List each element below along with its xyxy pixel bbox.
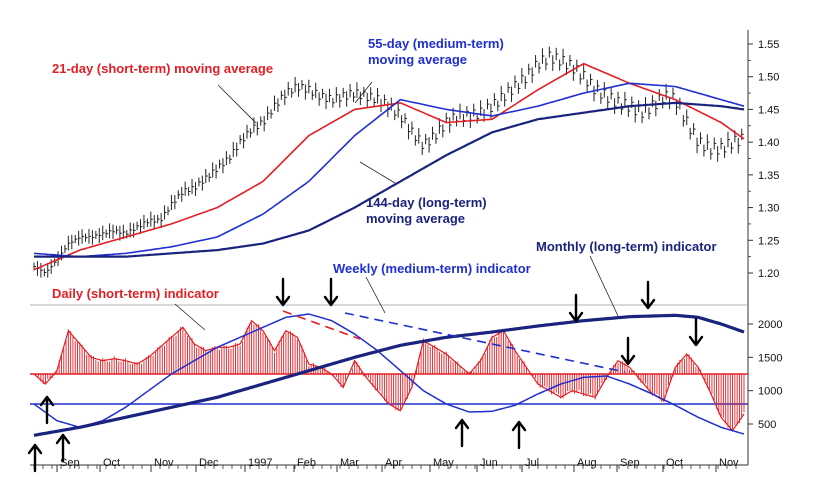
up-arrow	[454, 418, 470, 448]
price-y-tick-label: 1.30	[758, 203, 779, 215]
indicator-y-tick-label: 500	[758, 419, 776, 431]
up-arrow	[55, 433, 71, 463]
label-daily: Daily (short-term) indicator	[52, 286, 219, 301]
label-144day-line2: moving average	[366, 211, 465, 226]
x-tick-label: Sep	[620, 457, 640, 469]
x-tick-label: Feb	[297, 457, 316, 469]
down-arrow	[323, 277, 339, 307]
ma-55-day-line	[33, 82, 745, 258]
down-arrow	[620, 336, 636, 366]
price-panel: 1.55 1.50 1.45 1.40 1.35 1.30 1.25 1.20	[30, 30, 779, 466]
x-tick-label: Jul	[525, 457, 539, 469]
price-y-tick-label: 1.45	[758, 104, 779, 116]
label-21day: 21-day (short-term) moving average	[52, 61, 273, 76]
indicator-y-tick-label: 1500	[758, 352, 782, 364]
monthly-indicator-line	[33, 313, 745, 437]
x-tick-label: Sep	[60, 457, 80, 469]
x-tick-label: Oct	[103, 457, 120, 469]
x-tick-label: Dec	[199, 457, 219, 469]
indicator-y-tick-label: 2000	[758, 319, 782, 331]
label-55day-line2: moving average	[368, 52, 467, 67]
price-y-tick-label: 1.35	[758, 170, 779, 182]
up-arrow	[39, 395, 55, 425]
price-y-tick-label: 1.40	[758, 137, 779, 149]
price-bars	[33, 46, 744, 278]
down-arrow	[688, 317, 704, 347]
price-y-tick-label: 1.55	[758, 39, 779, 51]
x-tick-label: Nov	[719, 457, 739, 469]
leader-144day	[359, 161, 396, 184]
price-y-tick-label: 1.25	[758, 235, 779, 247]
label-weekly: Weekly (medium-term) indicator	[333, 261, 531, 276]
leader-weekly	[365, 276, 386, 314]
x-tick-label: May	[433, 457, 454, 469]
price-y-ticks: 1.55 1.50 1.45 1.40 1.35 1.30 1.25 1.20	[748, 39, 779, 280]
x-tick-label: Mar	[340, 457, 359, 469]
label-144day-line1: 144-day (long-term)	[366, 195, 487, 210]
x-tick-label: 1997	[248, 457, 272, 469]
indicator-lines	[33, 313, 745, 437]
leader-21day	[217, 84, 257, 124]
x-axis-ticks: Sep Oct Nov Dec 1997 Feb Mar Apr May Jun Jul Aug Sep…	[33, 457, 739, 472]
down-arrow	[640, 280, 656, 310]
short-term-trendline	[282, 310, 361, 340]
medium-term-trendline	[344, 312, 626, 373]
x-tick-label: Oct	[666, 457, 683, 469]
ma-21-day-line	[33, 62, 745, 271]
daily-indicator-line	[33, 319, 745, 432]
price-y-tick-label: 1.50	[758, 72, 779, 84]
ma-144-day-line	[34, 101, 745, 258]
indicator-y-ticks: 2000 1500 1000 500	[748, 319, 782, 431]
label-55day-line1: 55-day (medium-term)	[368, 36, 504, 51]
down-arrow	[275, 277, 291, 307]
weekly-indicator-line	[33, 313, 745, 435]
x-tick-label: Aug	[577, 457, 597, 469]
indicator-y-tick-label: 1000	[758, 386, 782, 398]
signal-arrows	[27, 277, 704, 473]
label-monthly: Monthly (long-term) indicator	[536, 239, 717, 254]
leader-55day	[354, 81, 373, 104]
x-tick-label: Nov	[154, 457, 174, 469]
up-arrow	[27, 443, 43, 473]
leader-monthly	[589, 255, 619, 317]
price-y-tick-label: 1.20	[758, 268, 779, 280]
leader-daily	[174, 303, 206, 331]
down-arrow	[568, 293, 584, 323]
moving-average-lines	[33, 62, 745, 271]
up-arrow	[511, 420, 527, 450]
x-tick-label: Jun	[480, 457, 498, 469]
x-tick-label: Apr	[385, 457, 402, 469]
